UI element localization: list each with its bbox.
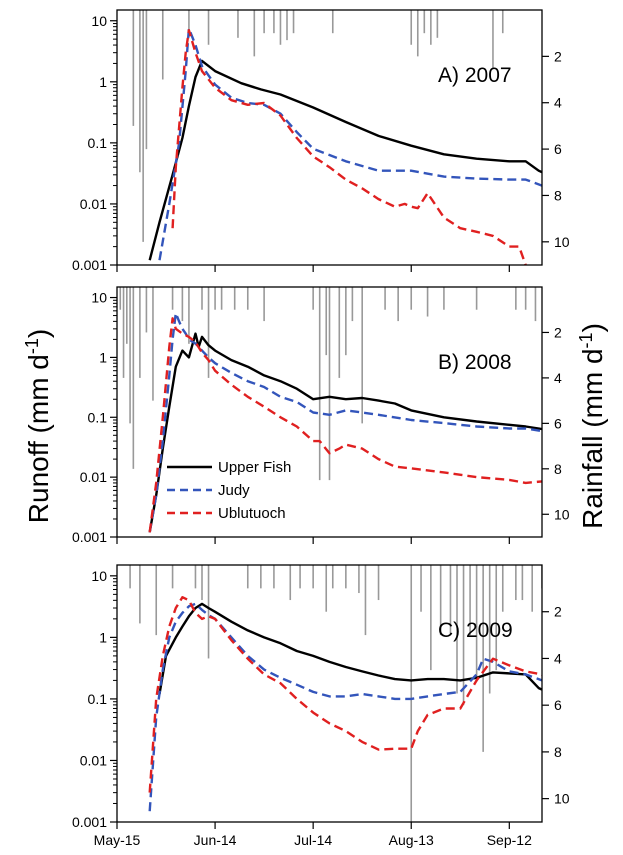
y-axis-title-right-sup: -1 (576, 332, 596, 348)
y-right-tick-label: 4 (554, 95, 562, 111)
y-left-tick-label: 10 (91, 568, 107, 584)
y-right-tick-label: 4 (554, 370, 562, 386)
legend: Upper Fish Judy Ublutuoch (167, 459, 291, 522)
panel-title: A) 2007 (438, 64, 512, 87)
x-tick-label: Jul-14 (294, 832, 332, 848)
panel-frame (116, 564, 543, 823)
y-right-tick-label: 10 (554, 234, 570, 250)
panel-title: B) 2008 (438, 351, 512, 374)
y-left-tick-label: 0.1 (88, 409, 108, 425)
panel-1: 0.001 0.01 0.1 1 10 2 4 6 8 10 A) 2007 (72, 9, 570, 273)
y-left-tick-label: 0.1 (88, 135, 108, 151)
y-right-tick-label: 10 (554, 506, 570, 522)
series-line-ublutuoch (171, 29, 527, 265)
panel-frame (116, 9, 543, 266)
y-right-tick-label: 6 (554, 697, 562, 713)
series-line-ublutuoch (148, 317, 542, 533)
y-axis-title-right-close: ) (577, 323, 608, 332)
series-line-upper-fish (158, 602, 542, 695)
y-right-tick-label: 4 (554, 650, 562, 666)
y-left-tick-label: 0.001 (72, 529, 107, 545)
panel-plot-area (129, 565, 542, 822)
legend-label-upper-fish: Upper Fish (218, 459, 291, 476)
y-left-tick-label: 10 (91, 13, 107, 29)
y-axis-title-left-main: Runoff (mm d (23, 354, 54, 523)
panel-2: 0.001 0.01 0.1 1 10 2 4 6 8 10 B) 2008 (72, 286, 570, 545)
y-left-tick-label: 0.01 (80, 469, 107, 485)
series-line-judy (148, 311, 542, 533)
y-right-tick-label: 6 (554, 141, 562, 157)
panel-frame (116, 286, 543, 538)
y-right-tick-label: 8 (554, 461, 562, 477)
panel-plot-area (119, 287, 542, 533)
x-tick-label: Sep-12 (487, 832, 532, 848)
y-axis-title-left: Runoff (mm d-1) (22, 329, 54, 523)
y-right-tick-label: 2 (554, 48, 562, 64)
panels-layer: 0.001 0.01 0.1 1 10 2 4 6 8 10 A) 2007 0.001 0.01 0.1… (72, 9, 570, 848)
y-right-tick-label: 8 (554, 744, 562, 760)
panel-title: C) 2009 (438, 619, 513, 642)
y-axis-title-left-close: ) (23, 329, 54, 338)
series-line-upper-fish (148, 59, 542, 261)
y-left-tick-label: 1 (99, 74, 107, 90)
series-line-judy (148, 602, 542, 812)
panel-plot-area (132, 10, 542, 265)
y-axis-title-right: Rainfall (mm d-1) (576, 323, 608, 529)
panel-3: 0.001 0.01 0.1 1 10 2 4 6 8 10 May-15 Jun-14 Jul-14 A… (72, 564, 570, 848)
y-left-tick-label: 1 (99, 349, 107, 365)
y-left-tick-label: 0.01 (80, 752, 107, 768)
series-line-judy (158, 27, 542, 261)
x-tick-label: Aug-13 (389, 832, 434, 848)
y-left-tick-label: 0.01 (80, 196, 107, 212)
y-right-tick-label: 2 (554, 604, 562, 620)
legend-label-judy: Judy (218, 482, 250, 499)
y-right-tick-label: 2 (554, 324, 562, 340)
y-left-tick-label: 0.001 (72, 814, 107, 830)
y-right-tick-label: 6 (554, 415, 562, 431)
y-left-tick-label: 0.001 (72, 257, 107, 273)
x-tick-label: Jun-14 (194, 832, 237, 848)
y-left-tick-label: 0.1 (88, 691, 108, 707)
series-line-upper-fish (148, 332, 542, 533)
x-tick-label: May-15 (94, 832, 141, 848)
y-axis-title-left-sup: -1 (22, 338, 42, 354)
y-left-tick-label: 1 (99, 629, 107, 645)
y-left-tick-label: 10 (91, 290, 107, 306)
legend-label-ublutuoch: Ublutuoch (218, 505, 286, 522)
y-right-tick-label: 10 (554, 791, 570, 807)
series-line-ublutuoch (148, 596, 542, 793)
y-right-tick-label: 8 (554, 187, 562, 203)
y-axis-title-right-main: Rainfall (mm d (577, 348, 608, 528)
